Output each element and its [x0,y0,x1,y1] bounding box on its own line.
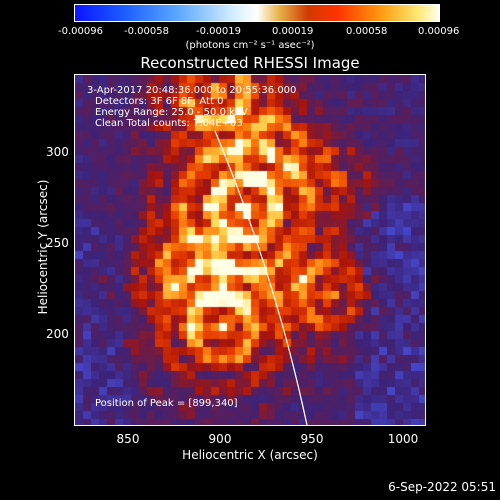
plot-title: Reconstructed RHESSI Image [140,54,360,72]
info-time: 3-Apr-2017 20:48:36.000 to 20:55:36.000 [87,85,297,96]
colorbar-tick: -0.00058 [124,26,169,37]
y-axis-title: Heliocentric Y (arcsec) [36,179,50,315]
y-tick: 200 [46,327,69,341]
info-peak: Position of Peak = [899,340] [95,398,238,409]
render-timestamp: 6-Sep-2022 05:51 [388,480,496,494]
info-energy: Energy Range: 25.0 - 50.0 keV [95,107,248,118]
y-tick: 300 [46,145,69,159]
limb-overlay [214,130,308,425]
x-axis-title: Heliocentric X (arcsec) [182,448,318,462]
x-tick: 950 [300,432,324,446]
colorbar-tick: 0.00019 [272,26,314,37]
y-tick: 250 [46,236,69,250]
colorbar-tick: -0.00096 [58,26,103,37]
colorbar-unit: (photons cm⁻² s⁻¹ asec⁻²) [185,40,315,51]
colorbar [74,4,440,22]
x-tick: 850 [116,432,140,446]
x-tick: 1000 [387,432,419,446]
solar-limb-curve [214,130,308,425]
info-clean: Clean Total counts: 7.04E+03 [95,118,243,129]
info-detectors: Detectors: 3F 6F 8F, Att 0 [95,96,224,107]
colorbar-tick: 0.00096 [418,26,460,37]
heatmap-plot: 3-Apr-2017 20:48:36.000 to 20:55:36.000 … [74,74,426,426]
colorbar-tick: 0.00058 [346,26,388,37]
x-tick: 900 [208,432,232,446]
colorbar-tick: -0.00019 [196,26,241,37]
heatmap-canvas [75,75,425,425]
